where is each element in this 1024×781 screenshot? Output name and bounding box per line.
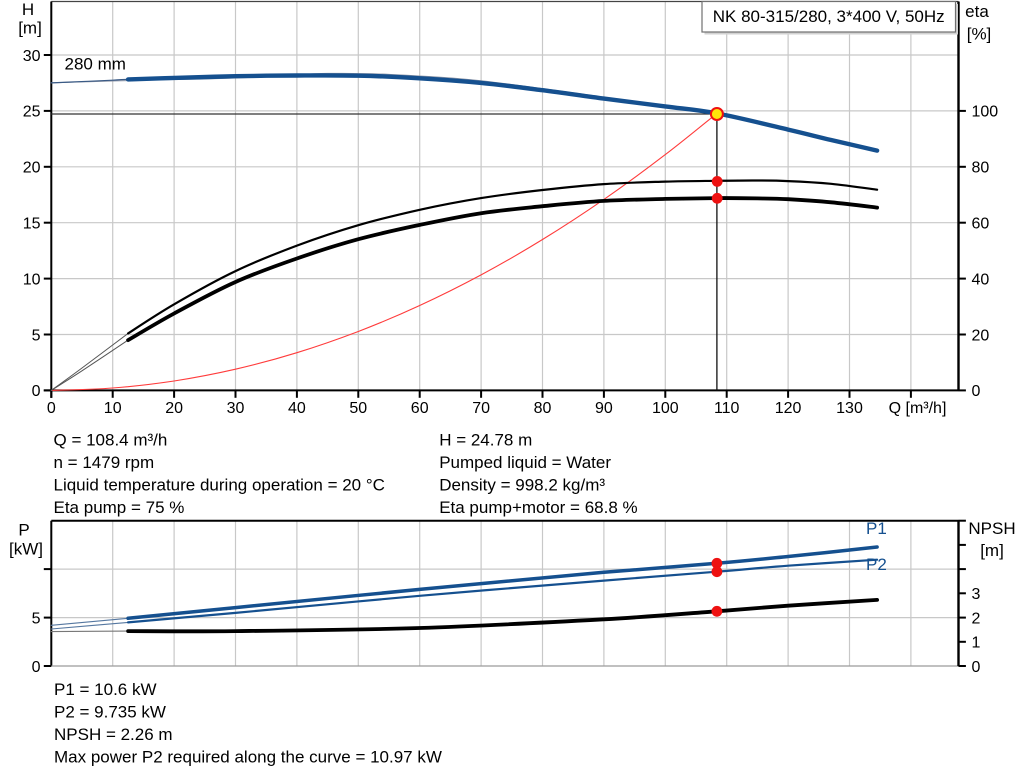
svg-text:130: 130 <box>836 400 863 417</box>
svg-text:10: 10 <box>104 400 122 417</box>
svg-text:NPSH: NPSH <box>968 519 1015 538</box>
svg-text:70: 70 <box>472 400 490 417</box>
svg-text:Density = 998.2 kg/m³: Density = 998.2 kg/m³ <box>439 476 605 495</box>
svg-text:30: 30 <box>227 400 245 417</box>
svg-text:90: 90 <box>595 400 613 417</box>
svg-text:60: 60 <box>411 400 429 417</box>
svg-text:[m]: [m] <box>980 541 1004 560</box>
svg-text:50: 50 <box>349 400 367 417</box>
svg-text:20: 20 <box>23 160 41 177</box>
svg-text:P1: P1 <box>866 519 887 538</box>
svg-text:30: 30 <box>23 48 41 65</box>
svg-text:0: 0 <box>47 400 56 417</box>
svg-text:3: 3 <box>972 586 981 603</box>
svg-text:10: 10 <box>23 271 41 288</box>
svg-text:5: 5 <box>32 327 41 344</box>
svg-text:20: 20 <box>972 327 990 344</box>
svg-text:40: 40 <box>288 400 306 417</box>
svg-text:P1 = 10.6 kW: P1 = 10.6 kW <box>54 680 157 699</box>
svg-text:H = 24.78 m: H = 24.78 m <box>439 431 532 450</box>
svg-text:0: 0 <box>972 383 981 400</box>
svg-text:80: 80 <box>534 400 552 417</box>
svg-text:120: 120 <box>775 400 802 417</box>
svg-text:20: 20 <box>165 400 183 417</box>
svg-text:280 mm: 280 mm <box>65 54 126 73</box>
svg-text:80: 80 <box>972 160 990 177</box>
svg-text:60: 60 <box>972 216 990 233</box>
svg-text:Pumped liquid = Water: Pumped liquid = Water <box>439 453 611 472</box>
svg-text:P2 = 9.735 kW: P2 = 9.735 kW <box>54 702 166 721</box>
svg-text:H: H <box>22 0 34 19</box>
svg-text:n = 1479 rpm: n = 1479 rpm <box>54 453 155 472</box>
svg-text:0: 0 <box>972 659 981 676</box>
svg-text:Liquid temperature during oper: Liquid temperature during operation = 20… <box>54 476 385 495</box>
svg-text:0: 0 <box>32 383 41 400</box>
svg-text:[%]: [%] <box>967 24 992 43</box>
svg-text:eta: eta <box>965 2 989 21</box>
svg-text:Q = 108.4 m³/h: Q = 108.4 m³/h <box>54 431 168 450</box>
svg-text:[kW]: [kW] <box>9 539 43 558</box>
svg-text:P2: P2 <box>866 555 887 574</box>
svg-text:40: 40 <box>972 271 990 288</box>
svg-text:[m]: [m] <box>18 19 42 38</box>
svg-text:P: P <box>18 521 29 540</box>
svg-text:NPSH = 2.26 m: NPSH = 2.26 m <box>54 725 173 744</box>
svg-text:0: 0 <box>32 659 41 676</box>
svg-text:Eta pump = 75 %: Eta pump = 75 % <box>54 498 185 517</box>
svg-text:2: 2 <box>972 610 981 627</box>
svg-text:15: 15 <box>23 216 41 233</box>
svg-text:100: 100 <box>652 400 679 417</box>
svg-text:NK 80-315/280, 3*400 V, 50Hz: NK 80-315/280, 3*400 V, 50Hz <box>713 7 945 26</box>
svg-text:100: 100 <box>972 104 999 121</box>
svg-text:Q [m³/h]: Q [m³/h] <box>889 400 947 417</box>
svg-text:5: 5 <box>32 610 41 627</box>
svg-text:Max power P2 required along th: Max power P2 required along the curve = … <box>54 747 442 766</box>
svg-text:110: 110 <box>714 400 740 417</box>
svg-text:25: 25 <box>23 104 41 121</box>
svg-text:1: 1 <box>972 635 981 652</box>
svg-text:Eta pump+motor = 68.8 %: Eta pump+motor = 68.8 % <box>439 498 637 517</box>
